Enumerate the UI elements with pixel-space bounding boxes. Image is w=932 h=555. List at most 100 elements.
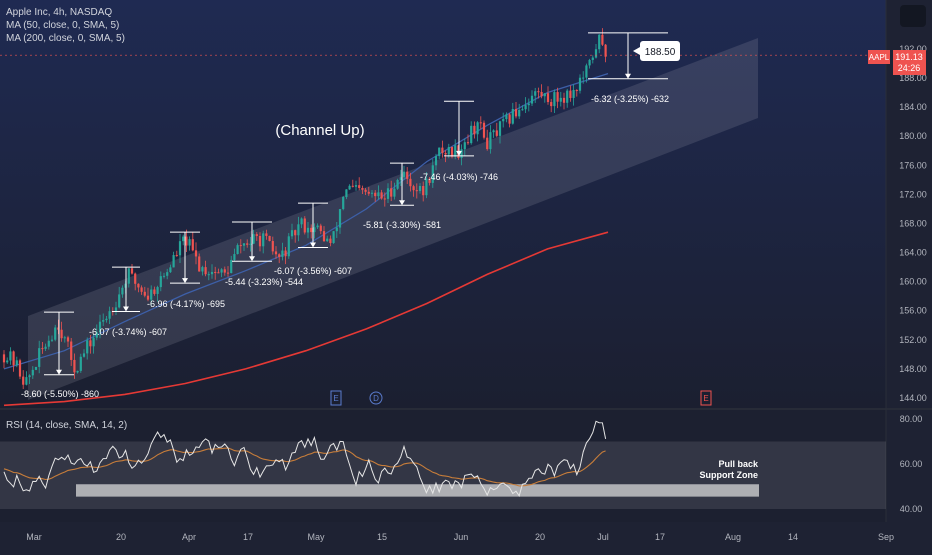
candle-body-83 bbox=[268, 235, 271, 242]
candle-body-136 bbox=[438, 147, 441, 157]
pullback-arrowhead-5 bbox=[399, 200, 405, 206]
chart-legend: Apple Inc, 4h, NASDAQ MA (50, close, 0, … bbox=[6, 6, 125, 45]
candle-body-128 bbox=[412, 186, 415, 191]
price-tick-6: 168.00 bbox=[899, 218, 927, 228]
candle-body-39 bbox=[127, 268, 130, 284]
candle-body-108 bbox=[348, 185, 351, 190]
candle-body-139 bbox=[447, 147, 450, 155]
candle-body-125 bbox=[402, 171, 406, 178]
candle-body-89 bbox=[287, 236, 290, 257]
candle-body-100 bbox=[322, 231, 326, 242]
candle-body-25 bbox=[82, 353, 86, 357]
candle-body-52 bbox=[169, 267, 172, 273]
ma50-legend[interactable]: MA (50, close, 0, SMA, 5) bbox=[6, 20, 120, 31]
candle-body-17 bbox=[57, 327, 60, 330]
rsi-tick-0: 40.00 bbox=[900, 504, 923, 514]
candle-body-120 bbox=[386, 188, 390, 199]
candle-body-98 bbox=[316, 225, 319, 228]
candle-body-180 bbox=[578, 77, 582, 91]
event-label-0: E bbox=[333, 394, 338, 403]
candle-body-188 bbox=[604, 44, 607, 57]
candle-body-96 bbox=[310, 227, 313, 233]
candle-body-179 bbox=[575, 89, 578, 91]
symbol-title[interactable]: Apple Inc, 4h, NASDAQ bbox=[6, 7, 113, 18]
candle-body-111 bbox=[358, 185, 361, 188]
candle-body-36 bbox=[118, 294, 121, 308]
candle-body-95 bbox=[306, 227, 310, 233]
candle-body-23 bbox=[76, 370, 79, 373]
candle-body-49 bbox=[159, 276, 162, 288]
candle-body-18 bbox=[60, 329, 63, 339]
price-badge-value: 191.13 bbox=[895, 52, 923, 62]
ma200-legend[interactable]: MA (200, close, 0, SMA, 5) bbox=[6, 33, 125, 44]
price-badge-countdown: 24:26 bbox=[898, 63, 921, 73]
candle-body-11 bbox=[38, 348, 41, 367]
candle-body-70 bbox=[226, 272, 230, 274]
candle-body-86 bbox=[278, 254, 281, 257]
channel-up-band bbox=[28, 38, 758, 400]
candle-body-158 bbox=[508, 114, 511, 124]
candle-body-124 bbox=[399, 177, 402, 180]
candle-body-183 bbox=[588, 59, 591, 66]
candle-body-62 bbox=[201, 267, 204, 272]
time-tick-8: Jul bbox=[597, 532, 609, 542]
candle-body-93 bbox=[300, 218, 303, 225]
candle-body-153 bbox=[492, 130, 495, 133]
candle-body-169 bbox=[543, 93, 546, 97]
candle-body-159 bbox=[511, 109, 514, 124]
candle-body-105 bbox=[338, 209, 342, 228]
candle-body-115 bbox=[370, 192, 374, 194]
candle-body-138 bbox=[444, 152, 447, 155]
candle-body-2 bbox=[9, 351, 12, 361]
candle-body-165 bbox=[530, 95, 534, 104]
candle-body-104 bbox=[335, 227, 338, 232]
candle-body-182 bbox=[585, 65, 588, 78]
candle-body-15 bbox=[50, 339, 54, 341]
candle-body-57 bbox=[185, 236, 188, 246]
pullback-annotations: -8.60 (-5.50%) -860 -6.07 (-3.74%) -607 -6… bbox=[21, 32, 669, 399]
time-tick-0: Mar bbox=[26, 532, 42, 542]
candle-body-66 bbox=[214, 271, 217, 273]
candle-body-133 bbox=[428, 178, 431, 183]
candle-body-51 bbox=[166, 272, 169, 276]
candle-body-110 bbox=[354, 185, 358, 187]
candle-body-0 bbox=[2, 354, 6, 363]
price-tick-4: 160.00 bbox=[899, 277, 927, 287]
candle-body-1 bbox=[6, 360, 9, 363]
candle-body-187 bbox=[601, 34, 604, 45]
candle-body-65 bbox=[210, 271, 214, 275]
candle-body-92 bbox=[297, 224, 300, 236]
time-tick-10: Aug bbox=[725, 532, 741, 542]
candle-body-117 bbox=[377, 192, 380, 197]
candle-body-149 bbox=[479, 122, 482, 124]
price-tick-12: 192.00 bbox=[899, 44, 927, 54]
rsi-indicator-label: RSI (14, close, SMA, 14, 2) bbox=[6, 420, 127, 431]
price-tick-11: 188.00 bbox=[899, 73, 927, 83]
candle-body-157 bbox=[505, 114, 508, 120]
candle-body-107 bbox=[345, 189, 348, 198]
candle-body-47 bbox=[153, 289, 156, 294]
rsi-ma-line bbox=[3, 447, 606, 487]
candle-body-150 bbox=[482, 122, 486, 138]
candle-body-114 bbox=[367, 191, 370, 194]
chart-menu-button[interactable] bbox=[900, 5, 926, 27]
pullback-label-7: -6.32 (-3.25%) -632 bbox=[591, 94, 669, 104]
candlesticks bbox=[2, 28, 607, 389]
price-tick-5: 164.00 bbox=[899, 248, 927, 258]
candle-body-97 bbox=[313, 227, 316, 233]
candle-body-156 bbox=[502, 119, 505, 122]
candle-body-44 bbox=[143, 291, 146, 296]
candle-body-118 bbox=[380, 192, 383, 199]
candle-body-60 bbox=[194, 250, 198, 257]
candle-body-167 bbox=[537, 91, 540, 93]
pullback-label-5: -5.81 (-3.30%) -581 bbox=[363, 220, 441, 230]
pullback-arrowhead-7 bbox=[625, 73, 631, 79]
candle-body-172 bbox=[553, 92, 556, 107]
time-tick-11: 14 bbox=[788, 532, 798, 542]
candle-body-46 bbox=[150, 289, 153, 300]
candle-body-12 bbox=[41, 348, 44, 350]
candle-body-32 bbox=[105, 318, 108, 321]
